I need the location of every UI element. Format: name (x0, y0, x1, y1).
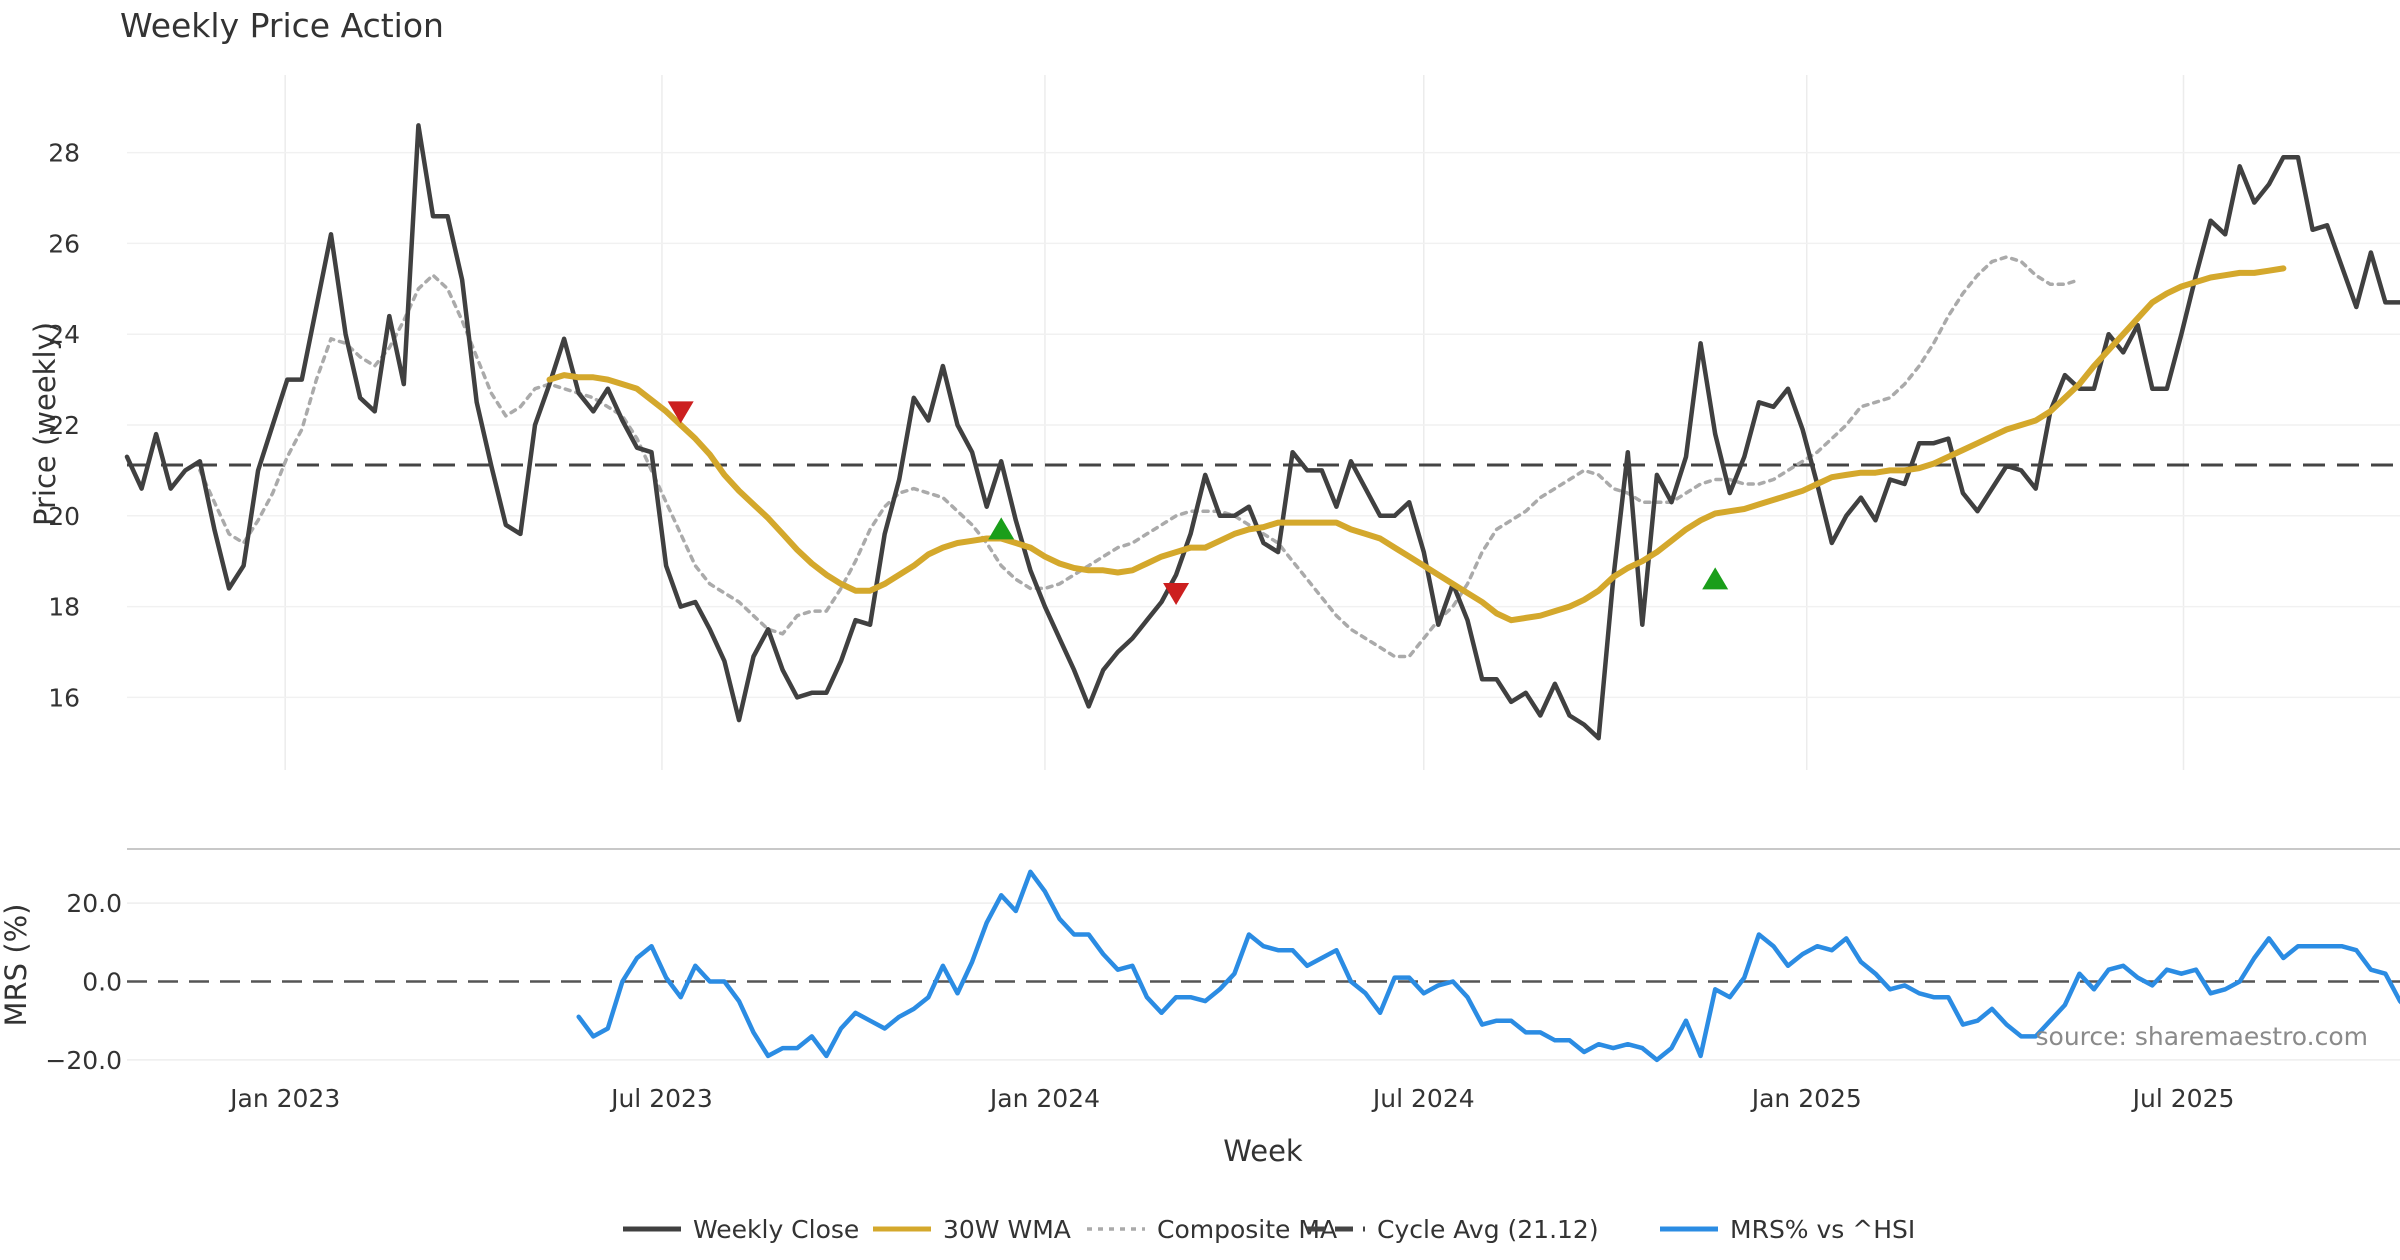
legend-label: Cycle Avg (21.12) (1377, 1215, 1599, 1244)
x-axis-label: Week (1223, 1134, 1303, 1168)
sell-signal-marker (667, 401, 694, 424)
mrs-y-axis-label: MRS (%) (0, 904, 33, 1027)
price-y-tick-label: 20 (48, 502, 80, 531)
x-axis: Jan 2023 Jul 2023 Jan 2024 Jul 2024 Jan 2025… (228, 1084, 2234, 1113)
legend-label: MRS% vs ^HSI (1730, 1215, 1915, 1244)
30w-wma-line (546, 265, 2287, 624)
x-tick-label: Jul 2024 (1371, 1084, 1475, 1113)
source-note: source: sharemaestro.com (2036, 1022, 2369, 1051)
chart-legend: Weekly Close 30W WMA Composite MA Cycle Avg… (623, 1215, 1915, 1244)
price-y-tick-label: 24 (48, 320, 80, 349)
buy-signal-marker (1702, 567, 1729, 590)
price-y-tick-label: 26 (48, 229, 80, 258)
price-y-tick-label: 16 (48, 683, 80, 712)
mrs-y-axis: −20.0 0.0 20.0 (45, 889, 2400, 1075)
price-series-group (124, 123, 2400, 741)
mrs-line (576, 869, 2400, 1063)
price-y-tick-label: 18 (48, 593, 80, 622)
legend-label: Weekly Close (693, 1215, 859, 1244)
legend-label: 30W WMA (943, 1215, 1071, 1244)
mrs-y-tick-label: 20.0 (66, 889, 122, 918)
mrs-series-group (576, 869, 2400, 1063)
x-gridlines (284, 75, 2185, 770)
x-tick-label: Jan 2025 (1750, 1084, 1862, 1113)
chart-title: Weekly Price Action (120, 6, 444, 45)
x-tick-label: Jul 2025 (2131, 1084, 2235, 1113)
signal-markers (667, 401, 1729, 605)
mrs-y-tick-label: −20.0 (45, 1046, 122, 1075)
sell-signal-marker (1163, 582, 1190, 605)
weekly-close-line (124, 123, 2400, 741)
composite-ma-line (198, 255, 2082, 659)
price-y-axis: 16 18 20 22 24 26 28 (48, 139, 2400, 712)
x-tick-label: Jul 2023 (609, 1084, 713, 1113)
price-y-axis-label: Price (weekly) (28, 322, 62, 526)
buy-signal-marker (988, 517, 1015, 540)
x-tick-label: Jan 2024 (988, 1084, 1100, 1113)
mrs-y-tick-label: 0.0 (82, 968, 122, 997)
price-y-tick-label: 28 (48, 139, 80, 168)
price-y-tick-label: 22 (48, 411, 80, 440)
x-tick-label: Jan 2023 (228, 1084, 340, 1113)
